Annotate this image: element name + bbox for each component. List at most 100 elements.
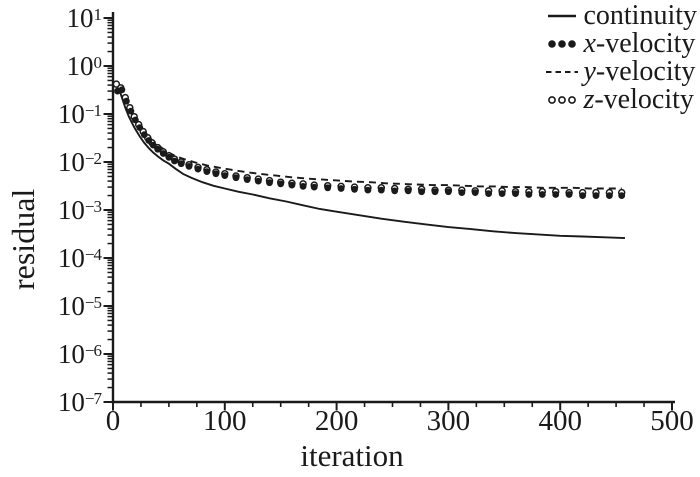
x-axis-tick-label: 500 — [650, 405, 694, 437]
x-velocity-marker — [132, 116, 139, 124]
legend-label-variable: x — [583, 28, 596, 59]
x-axis-tick-label: 400 — [538, 405, 582, 437]
x-velocity-marker — [606, 192, 613, 200]
x-axis-tick-label: 200 — [314, 405, 359, 437]
legend-item-y-velocity: y -velocity — [545, 58, 697, 86]
legend: continuity x -velocity y -velocity z -velocity — [545, 2, 697, 114]
x-velocity-marker — [364, 186, 372, 194]
x-velocity-marker — [337, 185, 345, 192]
tick-base: 10 — [57, 194, 85, 225]
y-axis-tick-label: 10−2 — [0, 148, 102, 176]
tick-exponent: 0 — [93, 52, 102, 72]
x-velocity-marker — [618, 192, 626, 200]
tick-base: 10 — [66, 50, 94, 81]
x-velocity-marker — [221, 172, 229, 180]
x-velocity-marker — [525, 191, 533, 198]
x-velocity-marker — [431, 188, 439, 196]
tick-exponent: −7 — [84, 388, 102, 408]
x-velocity-marker — [118, 86, 126, 94]
x-axis-tick-label: 300 — [426, 405, 471, 437]
x-velocity-marker — [324, 184, 332, 192]
legend-label: -velocity — [595, 28, 696, 59]
x-velocity-marker — [579, 192, 586, 200]
x-axis-tick-label: 0 — [105, 405, 121, 437]
tick-base: 10 — [66, 2, 94, 33]
solid-line-icon — [548, 14, 577, 18]
x-velocity-marker — [266, 179, 273, 187]
x-velocity-marker — [254, 177, 262, 185]
y-axis-tick-label: 10−4 — [0, 242, 102, 273]
x-velocity-marker — [123, 97, 130, 105]
x-velocity-marker — [377, 186, 385, 194]
x-velocity-marker — [565, 191, 573, 198]
y-axis-tick-label: 101 — [0, 2, 102, 33]
tick-base: 10 — [57, 290, 85, 321]
x-velocity-marker — [445, 188, 452, 196]
x-velocity-marker — [127, 107, 135, 115]
y-axis-title: residual — [5, 188, 41, 290]
x-velocity-marker — [391, 187, 399, 195]
x-velocity-marker — [159, 150, 167, 157]
x-velocity-marker — [418, 188, 425, 196]
legend-item-continuity: continuity — [545, 2, 697, 30]
x-axis-tick-label: 100 — [203, 405, 247, 437]
tick-base: 10 — [57, 98, 85, 129]
x-velocity-marker — [185, 163, 193, 170]
x-velocity-marker — [277, 180, 285, 188]
x-velocity-marker — [243, 176, 251, 184]
x-velocity-marker — [145, 137, 153, 144]
legend-label: -velocity — [595, 56, 696, 87]
x-velocity-marker — [498, 190, 506, 198]
x-velocity-marker — [351, 185, 358, 193]
tick-base: 10 — [57, 386, 85, 417]
x-velocity-marker — [538, 191, 546, 198]
x-velocity-marker — [177, 160, 185, 168]
y-axis-tick-label: 10−6 — [0, 338, 102, 369]
x-velocity-marker — [592, 192, 600, 200]
y-axis-tick-label: 10−5 — [0, 290, 102, 321]
legend-label: -velocity — [594, 84, 694, 115]
x-velocity-marker — [404, 187, 412, 195]
x-velocity-marker — [140, 131, 148, 139]
tick-base: 10 — [57, 338, 85, 369]
legend-label-variable: z — [583, 84, 595, 115]
x-velocity-marker — [485, 190, 492, 198]
continuity-curve — [115, 85, 626, 240]
x-velocity-marker — [212, 170, 220, 178]
tick-exponent: −6 — [84, 340, 102, 360]
x-velocity-marker — [471, 189, 479, 197]
y-axis-tick-label: 10−7 — [0, 386, 102, 417]
dashed-line-icon — [546, 71, 579, 73]
filled-dots-icon — [548, 40, 577, 48]
x-velocity-marker — [299, 183, 307, 190]
x-velocity-marker — [165, 153, 173, 161]
legend-item-z-velocity: z -velocity — [545, 86, 697, 114]
tick-exponent: −4 — [84, 244, 102, 264]
x-velocity-marker — [288, 181, 296, 189]
x-velocity-marker — [154, 145, 162, 153]
x-velocity-marker — [458, 189, 466, 197]
x-velocity-marker — [194, 165, 202, 173]
y-axis-tick-label: 10−3 — [0, 194, 102, 225]
legend-label-variable: y — [583, 56, 596, 87]
x-velocity-marker — [310, 183, 318, 191]
x-axis-title: iteration — [300, 438, 404, 473]
legend-label: continuity — [583, 0, 697, 31]
tick-exponent: 1 — [93, 4, 102, 24]
y-axis-tick-label: 10−1 — [0, 98, 102, 129]
open-circles-icon — [548, 96, 577, 104]
tick-base: 10 — [57, 242, 85, 273]
x-velocity-marker — [232, 174, 240, 182]
tick-exponent: −1 — [84, 100, 102, 120]
y-axis-tick-label: 100 — [0, 50, 102, 81]
legend-item-x-velocity: x -velocity — [545, 30, 697, 58]
x-velocity-marker — [171, 157, 178, 165]
x-velocity-marker — [512, 190, 519, 198]
tick-exponent: −3 — [84, 196, 102, 216]
x-velocity-marker — [203, 168, 211, 176]
x-velocity-marker — [136, 124, 144, 131]
tick-exponent: −2 — [84, 148, 102, 168]
x-velocity-marker — [552, 191, 560, 198]
